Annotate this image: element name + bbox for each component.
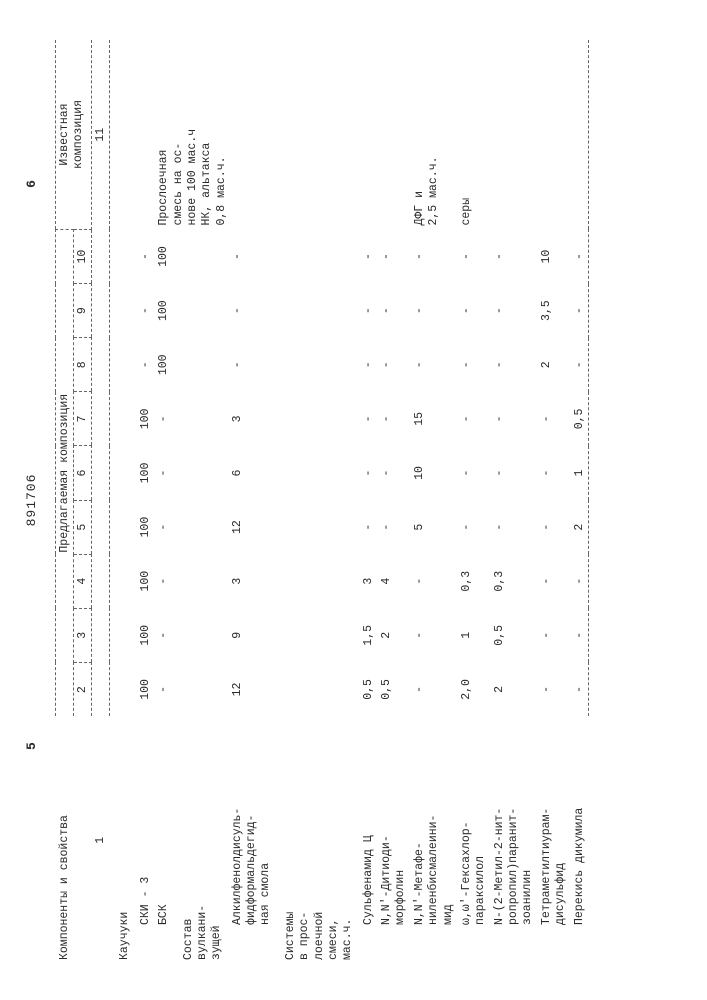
composition-table: Компоненты и свойства Предлагаемая компо… (55, 40, 589, 960)
col-10: 10 (74, 230, 92, 284)
th-known: Известная композиция (56, 40, 92, 230)
row-label: N-(2-Метил-2-нит- ропропил)паранит- зоан… (491, 716, 538, 960)
row-label: N,N'-Дитиоди- морфолин (378, 716, 411, 960)
col-7: 7 (74, 392, 92, 446)
group-systems: Системы в прос- лоечной смеси, мас.ч. (276, 716, 360, 960)
table-row: Тетраметилтиурам- дисульфид - - - - - - … (538, 40, 571, 960)
doc-number: 891706 (24, 474, 39, 527)
row-label: СКИ - 3 (137, 716, 155, 960)
col-1: 1 (92, 716, 110, 960)
col-5: 5 (74, 500, 92, 554)
group-rubbers: Каучуки (110, 40, 137, 960)
col-11: 11 (92, 40, 110, 230)
col-9: 9 (74, 284, 92, 338)
col-3: 3 (74, 608, 92, 662)
col-6: 6 (74, 446, 92, 500)
col-2: 2 (74, 662, 92, 716)
col-8: 8 (74, 338, 92, 392)
row-label: Перекись дикумила (571, 716, 589, 960)
row-label: N,N'-Метафе- ниленбисмалеини- мид (411, 716, 458, 960)
row-label: Сульфенамид Ц (360, 716, 378, 960)
table-row: N,N'-Метафе- ниленбисмалеини- мид - - - … (411, 40, 458, 960)
page-number-left: 5 (24, 742, 39, 750)
row-label: Алкилфенолдисуль- фидформальдегид- ная с… (229, 716, 276, 960)
table-row: Перекись дикумила - - - 2 1 0,5 - - - (571, 40, 589, 960)
table-row: N,N'-Дитиоди- морфолин 0,5 2 4 - - - - -… (378, 40, 411, 960)
row-label: ω,ω'-Гексахлор- параксилол (458, 716, 491, 960)
table-row: БСК - - - - - - 100 100 100 Прослоечная … (155, 40, 173, 960)
table-row: Сульфенамид Ц 0,5 1,5 3 - - - - - - (360, 40, 378, 960)
group-vulcan: Состав вулкани- зущей (174, 716, 229, 960)
table-row: СКИ - 3 100 100 100 100 100 100 - - - (137, 40, 155, 960)
row-label: Тетраметилтиурам- дисульфид (538, 716, 571, 960)
th-components: Компоненты и свойства (56, 716, 92, 960)
th-proposed: Предлагаемая композиция (56, 230, 74, 717)
table-row: N-(2-Метил-2-нит- ропропил)паранит- зоан… (491, 40, 538, 960)
page-number-right: 6 (24, 180, 39, 188)
table-row: ω,ω'-Гексахлор- параксилол 2,0 1 0,3 - -… (458, 40, 491, 960)
col-4: 4 (74, 554, 92, 608)
row-label: БСК (155, 716, 173, 960)
